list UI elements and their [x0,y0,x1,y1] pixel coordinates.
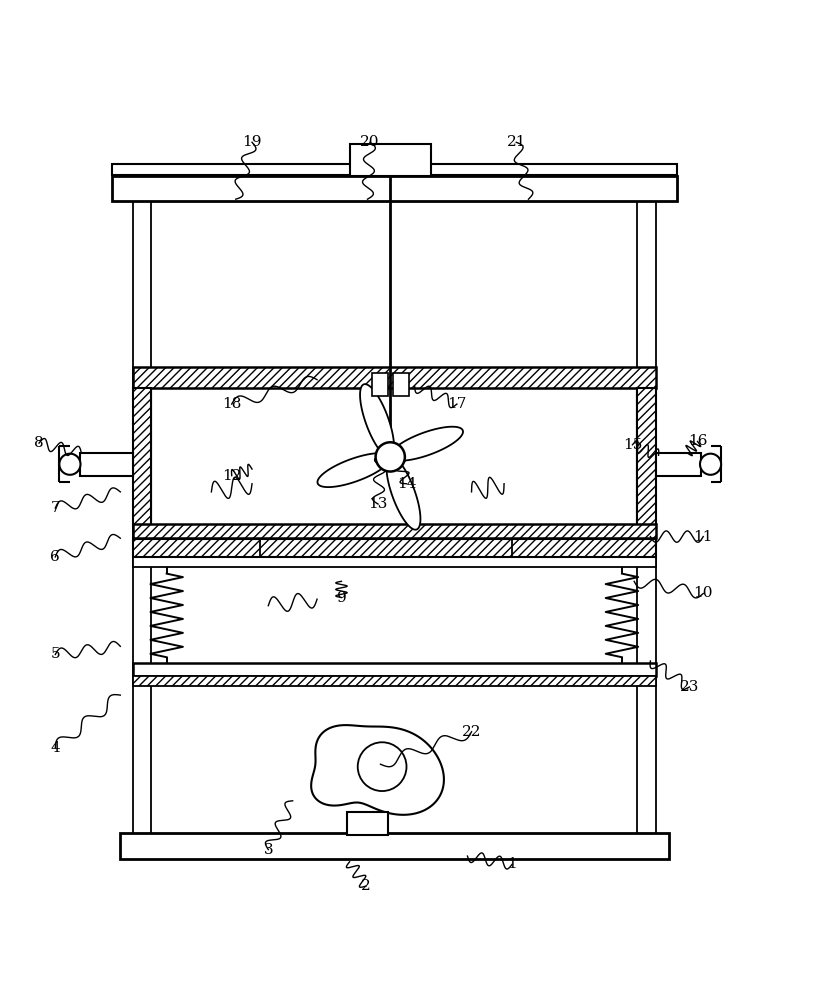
Bar [656,453,701,476]
Text: 16: 16 [688,434,707,448]
Text: 5: 5 [50,647,60,661]
Text: 21: 21 [506,135,526,149]
Bar [133,367,656,388]
Polygon shape [360,384,394,457]
Bar [347,812,388,835]
Text: 14: 14 [397,477,416,491]
Text: 15: 15 [623,438,642,452]
Bar [80,453,133,476]
Bar [393,373,409,396]
Bar [112,176,677,201]
Bar [133,198,151,833]
Text: 7: 7 [50,501,60,515]
Polygon shape [390,427,463,461]
Bar [350,144,431,176]
Polygon shape [311,725,444,815]
Bar [133,524,656,538]
Bar [133,663,656,676]
Bar [637,388,656,526]
Text: 3: 3 [263,843,273,857]
Text: 8: 8 [34,436,44,450]
Text: 23: 23 [680,680,699,694]
Bar [133,676,656,686]
Text: 22: 22 [462,725,481,739]
Bar [120,833,669,859]
Circle shape [700,454,721,475]
Text: 10: 10 [693,586,713,600]
Bar [133,539,656,557]
Polygon shape [317,453,390,487]
Bar [637,198,656,833]
Bar [151,388,637,526]
Text: 11: 11 [693,530,713,544]
Text: 18: 18 [222,397,241,411]
Text: 13: 13 [368,497,388,511]
Text: 4: 4 [50,741,60,755]
Text: 1: 1 [507,857,517,871]
Circle shape [59,454,80,475]
Bar [372,373,388,396]
Text: 20: 20 [360,135,380,149]
Circle shape [376,442,405,472]
Text: 12: 12 [222,469,241,483]
Text: 6: 6 [50,550,60,564]
Bar [133,557,656,567]
Circle shape [358,742,406,791]
Text: 17: 17 [447,397,467,411]
Text: 9: 9 [337,591,346,605]
Text: 19: 19 [242,135,262,149]
Bar [112,164,677,175]
Text: 2: 2 [361,879,371,893]
Polygon shape [386,457,420,530]
Bar [133,388,151,526]
